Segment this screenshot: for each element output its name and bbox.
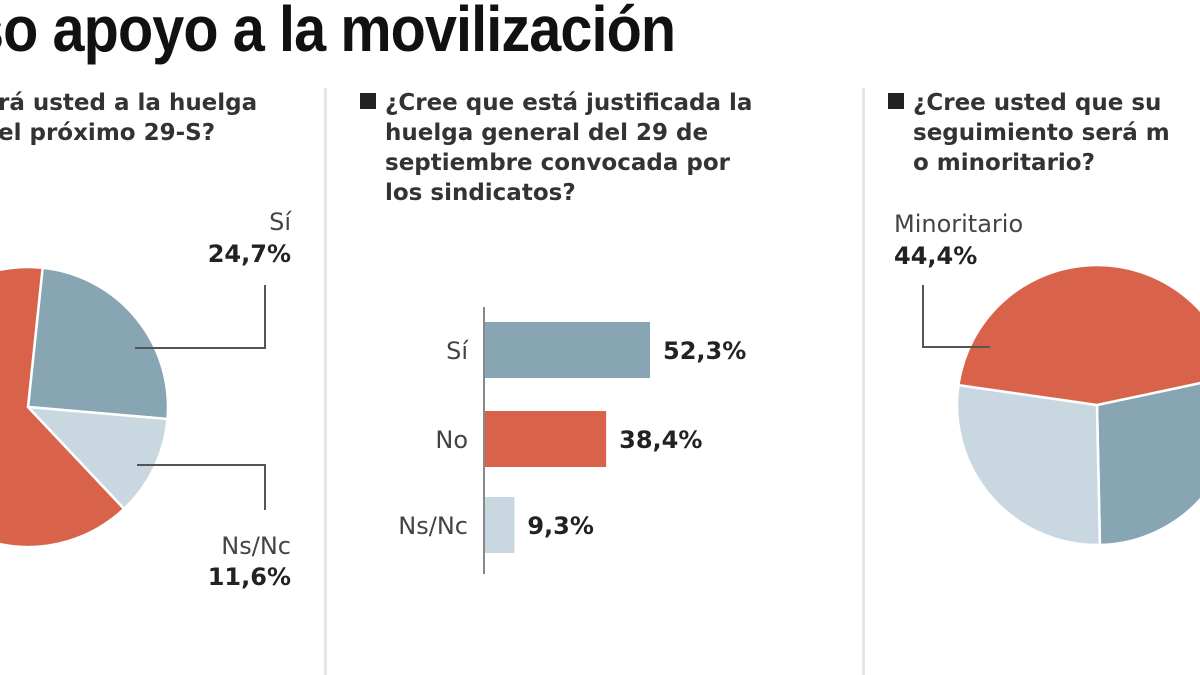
pie-slice <box>0 265 126 549</box>
leader-line-nsnc <box>137 464 266 510</box>
question-3: ¿Cree usted que su seguimiento será m o … <box>888 88 1170 178</box>
question-line: seguimiento será m <box>913 120 1170 146</box>
bar-value-label: 9,3% <box>527 512 594 540</box>
bullet-square-icon <box>360 93 376 109</box>
bar-0 <box>485 322 650 378</box>
question-line: los sindicatos? <box>385 180 576 206</box>
bar-2 <box>485 497 515 553</box>
leader-line-minoritario <box>922 285 990 348</box>
bar-category-label: Ns/Nc <box>398 512 468 540</box>
pie3-label-minoritario: Minoritario <box>894 210 1024 238</box>
question-line: septiembre convocada por <box>385 150 730 176</box>
pie1-value-nsnc: 11,6% <box>207 563 291 591</box>
leader-line-si <box>135 285 266 349</box>
question-line: huelga general del 29 de <box>385 120 709 146</box>
pie-slice <box>26 266 170 421</box>
bar-1 <box>485 411 607 467</box>
panel-divider <box>862 88 865 675</box>
pie3-value-minoritario: 44,4% <box>894 242 978 270</box>
pie-slice <box>957 263 1200 407</box>
pie1-label-nsnc: Ns/Nc <box>221 532 291 560</box>
bar-category-label: Sí <box>446 337 469 365</box>
pie-slice <box>24 405 169 511</box>
pie-slice <box>1095 381 1200 547</box>
question-line: el próximo 29-S? <box>0 120 216 146</box>
question-line: ¿Cree que está justificada la <box>385 90 753 116</box>
question-line: rá usted a la huelga <box>0 90 258 116</box>
bar-category-label: No <box>435 426 468 454</box>
question-2: ¿Cree que está justificada la huelga gen… <box>360 88 752 208</box>
question-1: rá usted a la huelga el próximo 29-S? <box>0 88 257 148</box>
question-line: ¿Cree usted que su <box>913 90 1162 116</box>
bullet-square-icon <box>888 93 904 109</box>
pie-chart-following <box>922 263 1200 547</box>
pie1-label-si: Sí <box>269 208 291 236</box>
pie-chart-attendance <box>0 265 266 549</box>
bar-value-label: 52,3% <box>663 337 746 365</box>
pie-slice <box>955 383 1102 547</box>
page-title: so apoyo a la movilización <box>0 0 676 65</box>
panel-divider <box>324 88 327 675</box>
pie1-value-si: 24,7% <box>207 240 291 268</box>
bar-value-label: 38,4% <box>619 426 702 454</box>
question-line: o minoritario? <box>913 150 1095 176</box>
bar-chart-justified: Sí 52,3% No 38,4% Ns/Nc 9,3% <box>398 307 746 574</box>
